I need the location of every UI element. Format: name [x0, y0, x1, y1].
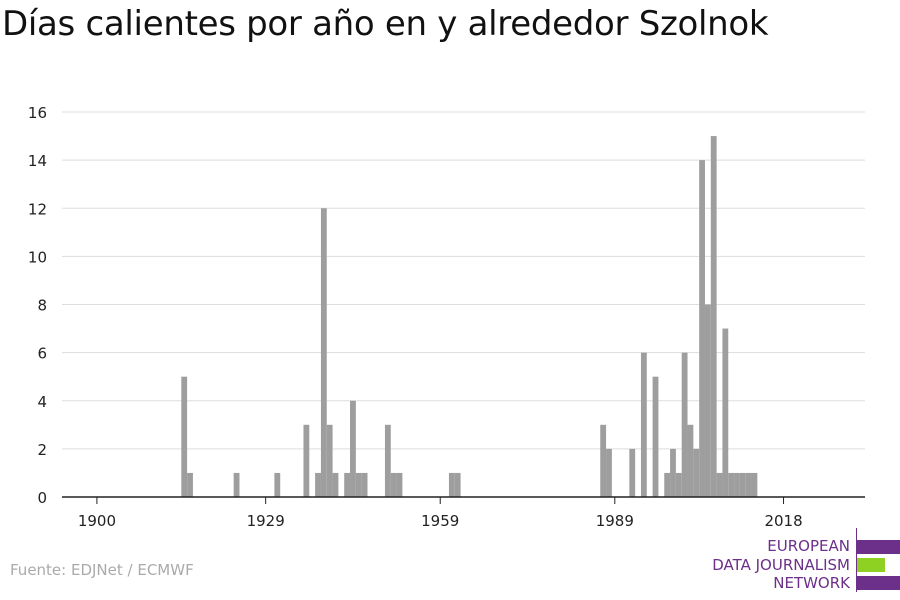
y-tick-label: 8: [37, 297, 47, 315]
bar: [315, 472, 321, 497]
logo-divider: [856, 528, 857, 592]
y-tick-label: 12: [28, 200, 47, 218]
bar: [350, 400, 356, 497]
bar: [670, 448, 676, 498]
bar: [355, 472, 362, 497]
logo-bar-purple-bottom: [857, 576, 900, 590]
bar: [687, 424, 694, 497]
bar: [681, 352, 688, 498]
chart-title: Días calientes por año en y alrededor Sz…: [2, 4, 769, 44]
bar: [664, 472, 671, 497]
x-tick-label: 1900: [78, 512, 116, 530]
x-tick-label: 1959: [421, 512, 459, 530]
logo-bar-purple-top: [857, 540, 900, 554]
bar: [629, 448, 636, 498]
bar: [390, 472, 397, 497]
bar: [722, 328, 729, 497]
bar: [710, 136, 717, 497]
logo-line-european: EUROPEAN: [767, 537, 850, 555]
bar: [384, 424, 391, 497]
y-tick-label: 10: [28, 248, 47, 266]
logo-line-network: NETWORK: [773, 574, 850, 592]
bar: [693, 448, 700, 498]
x-tick-label: 2018: [764, 512, 802, 530]
x-tick-label: 1929: [247, 512, 285, 530]
bar: [739, 472, 746, 497]
bar: [326, 424, 333, 497]
bar: [716, 472, 723, 497]
bar: [448, 472, 455, 497]
y-tick-label: 14: [28, 152, 47, 170]
bar: [344, 472, 351, 497]
bar: [187, 472, 193, 497]
bar: [652, 376, 659, 497]
bar: [640, 352, 647, 498]
bar: [274, 472, 281, 497]
y-tick-label: 2: [37, 441, 47, 459]
logo-bar-green: [857, 558, 885, 572]
edjnet-logo: EUROPEAN DATA JOURNALISM NETWORK: [700, 528, 900, 596]
source-note: Fuente: EDJNet / ECMWF: [10, 561, 194, 579]
bar: [320, 208, 327, 497]
bar: [600, 424, 607, 497]
bar: [396, 472, 403, 497]
bar: [734, 472, 740, 497]
y-tick-label: 6: [37, 345, 47, 363]
bar: [728, 472, 735, 497]
logo-line-data-journalism: DATA JOURNALISM: [712, 556, 850, 574]
x-tick-label: 1989: [596, 512, 634, 530]
bar: [704, 304, 711, 497]
y-tick-label: 16: [28, 104, 47, 122]
y-tick-label: 0: [37, 489, 47, 507]
y-tick-label: 4: [37, 393, 47, 411]
bar: [361, 472, 368, 497]
bar: [181, 376, 188, 497]
bar: [675, 472, 682, 497]
bar: [233, 472, 240, 497]
bar: [751, 472, 758, 497]
bar: [745, 472, 752, 497]
bar: [699, 160, 705, 498]
bar: [332, 472, 339, 497]
bar: [454, 472, 461, 497]
bar: [606, 448, 612, 498]
bar: [303, 424, 310, 497]
